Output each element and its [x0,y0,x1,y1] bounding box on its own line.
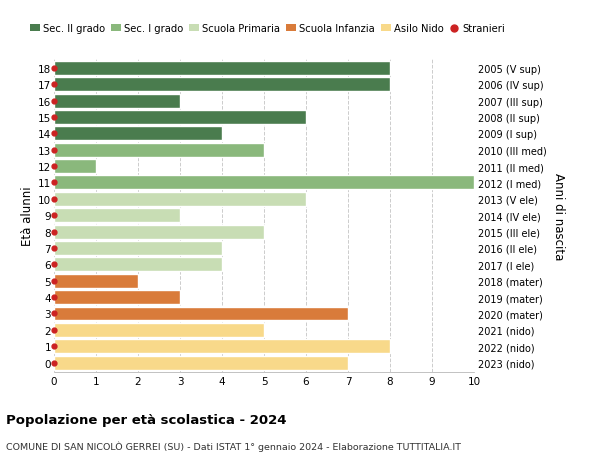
Bar [54,356,348,370]
Bar [54,192,306,207]
Legend: Sec. II grado, Sec. I grado, Scuola Primaria, Scuola Infanzia, Asilo Nido, Stran: Sec. II grado, Sec. I grado, Scuola Prim… [29,24,505,34]
Text: COMUNE DI SAN NICOLÒ GERREI (SU) - Dati ISTAT 1° gennaio 2024 - Elaborazione TUT: COMUNE DI SAN NICOLÒ GERREI (SU) - Dati … [6,441,461,451]
Bar [54,143,264,157]
Bar [54,323,264,337]
Bar [54,209,180,223]
Bar [54,62,390,76]
Bar [54,291,180,304]
Bar [54,111,306,125]
Bar [54,274,138,288]
Bar [54,78,390,92]
Bar [54,241,222,255]
Bar [54,258,222,272]
Y-axis label: Anni di nascita: Anni di nascita [553,172,565,259]
Y-axis label: Età alunni: Età alunni [21,186,34,246]
Text: Popolazione per età scolastica - 2024: Popolazione per età scolastica - 2024 [6,413,287,426]
Bar [54,340,390,353]
Bar [54,176,474,190]
Bar [54,160,96,174]
Bar [54,225,264,239]
Bar [54,127,222,141]
Bar [54,95,180,108]
Bar [54,307,348,321]
